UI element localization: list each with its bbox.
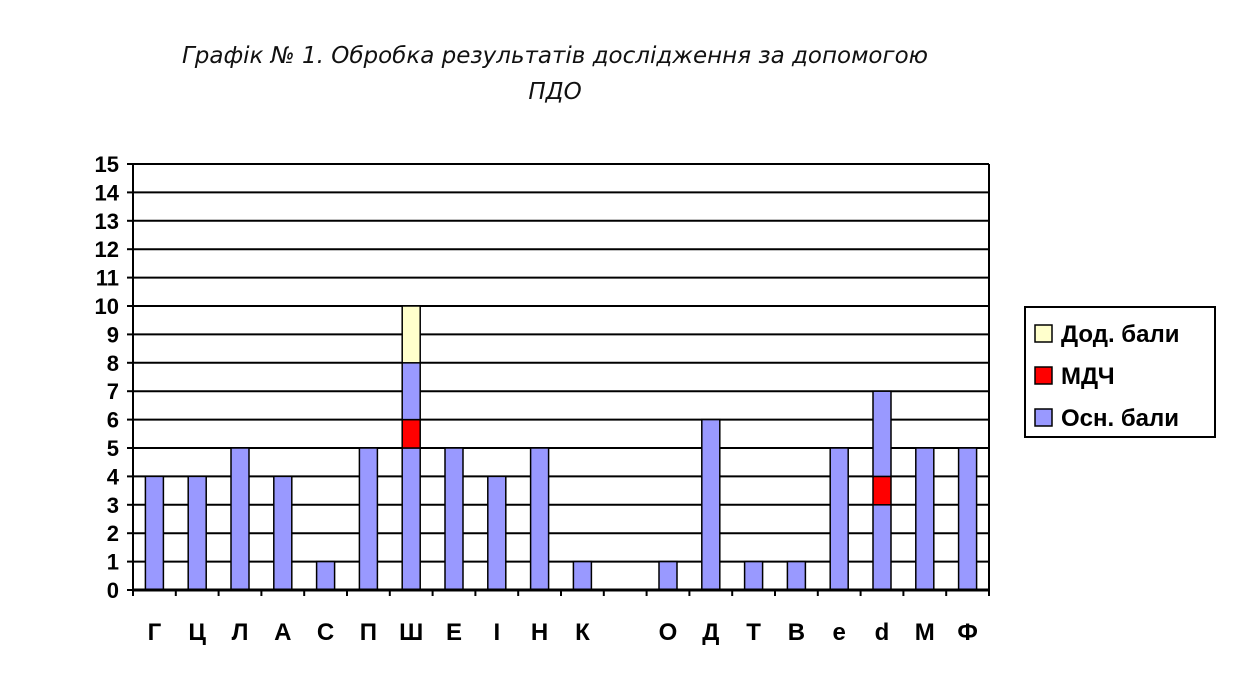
legend-swatch xyxy=(1034,408,1053,427)
x-tick-label: М xyxy=(915,619,935,646)
y-tick-label: 7 xyxy=(107,379,119,404)
y-tick-label: 4 xyxy=(107,464,120,489)
y-tick-label: 14 xyxy=(95,180,120,205)
bar-segment xyxy=(872,475,892,506)
legend-label: Осн. бали xyxy=(1061,405,1179,432)
chart-title: Графік № 1. Обробка результатів дослідже… xyxy=(181,43,929,105)
bar-segment xyxy=(786,560,807,591)
bar-segment xyxy=(872,504,892,591)
x-tick-label: Н xyxy=(531,619,548,646)
legend-swatch xyxy=(1034,324,1053,343)
y-tick-label: 3 xyxy=(107,493,119,518)
bar-segment xyxy=(487,475,507,591)
y-tick-label: 12 xyxy=(95,237,119,262)
x-tick-label: Е xyxy=(446,619,462,646)
x-tick-label: Т xyxy=(746,619,761,646)
bar-segment xyxy=(572,560,593,591)
x-tick-label: d xyxy=(875,619,890,646)
bar-segment xyxy=(444,447,464,591)
y-tick-label: 15 xyxy=(95,152,119,177)
x-tick-label: Ф xyxy=(957,619,977,646)
y-tick-label: 2 xyxy=(107,521,119,546)
x-tick-label: Ш xyxy=(399,619,423,646)
bar-segment xyxy=(829,447,849,591)
bar-segment xyxy=(144,475,165,591)
x-tick-label: С xyxy=(317,619,334,646)
y-tick-label: 10 xyxy=(95,294,119,319)
y-tick-label: 9 xyxy=(107,322,119,347)
axes xyxy=(127,163,990,596)
x-tick-label: П xyxy=(360,619,377,646)
bar-segment xyxy=(401,305,421,364)
bar-segment xyxy=(187,475,207,591)
bar-segment xyxy=(230,447,250,591)
bar-segment xyxy=(872,390,892,478)
x-tick-label: К xyxy=(575,619,590,646)
x-tick-label: Ц xyxy=(188,619,206,646)
y-tick-label: 6 xyxy=(107,408,119,433)
x-tick-label: Д xyxy=(702,619,719,646)
bar-segment xyxy=(915,447,935,591)
bar-segment xyxy=(273,475,293,591)
bar-segment xyxy=(401,418,421,449)
bar-segment xyxy=(401,362,421,421)
bar-segment xyxy=(658,560,678,591)
x-tick-label: Л xyxy=(232,619,249,646)
y-tick-label: 11 xyxy=(96,266,119,291)
y-tick-label: 8 xyxy=(107,351,119,376)
gridlines xyxy=(133,163,989,563)
legend-swatch xyxy=(1034,366,1053,385)
bar-segment xyxy=(358,447,379,591)
legend-label: Дод. бали xyxy=(1061,321,1179,348)
bar-segment xyxy=(529,447,550,591)
bar-segment xyxy=(957,447,978,591)
bar-segment xyxy=(315,560,336,591)
legend-box xyxy=(1024,306,1216,438)
x-tick-label: А xyxy=(274,619,291,646)
bar-segment xyxy=(743,560,764,591)
y-tick-label: 5 xyxy=(107,436,119,461)
x-tick-label: В xyxy=(788,619,805,646)
x-tick-label: О xyxy=(659,619,678,646)
x-tick-label: І xyxy=(493,619,500,646)
bar-segment xyxy=(401,447,421,591)
x-tick-label: e xyxy=(833,619,846,646)
bar-segment xyxy=(701,418,721,591)
legend: Дод. бали МДЧ Осн. бали xyxy=(1024,306,1216,438)
y-tick-label: 0 xyxy=(107,578,119,603)
x-tick-label: Г xyxy=(148,619,162,646)
y-tick-label: 1 xyxy=(107,550,119,575)
legend-label: МДЧ xyxy=(1061,363,1115,390)
y-tick-label: 13 xyxy=(95,209,119,234)
